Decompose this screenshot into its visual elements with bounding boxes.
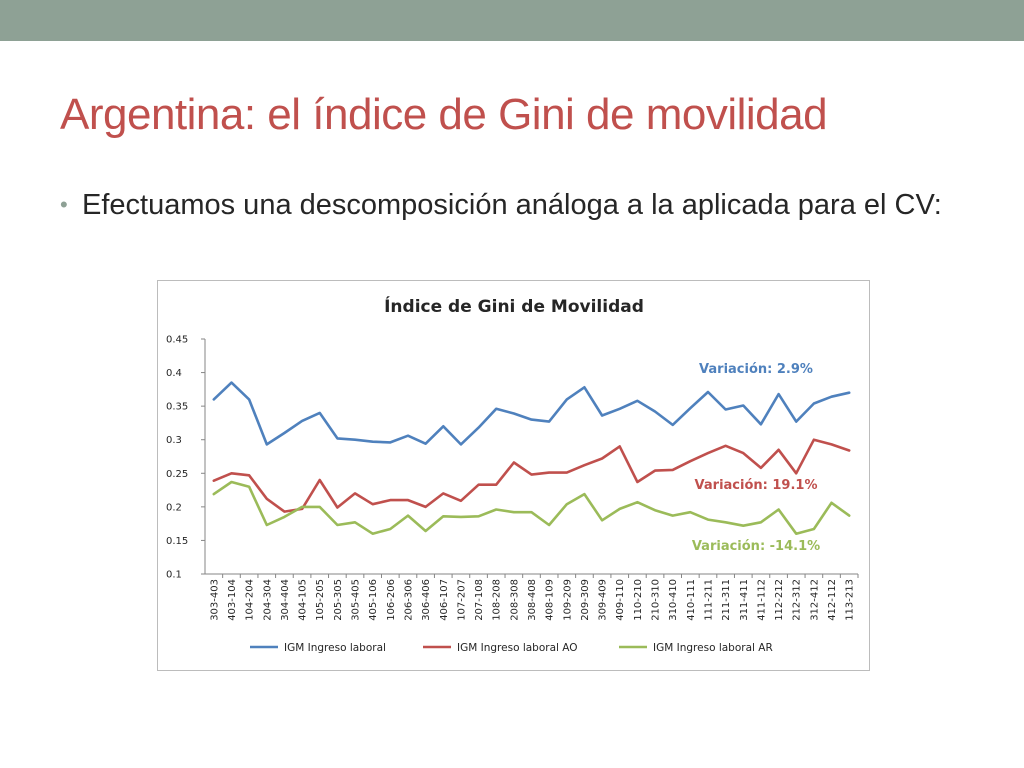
x-tick-label: 409-110 [615,579,626,621]
y-tick-label: 0.3 [166,435,182,446]
x-tick-label: 406-107 [439,579,450,621]
chart-frame: Índice de Gini de Movilidad 0.45 0.4 0.35 0… [157,280,870,671]
x-tick-label: 110-210 [633,579,644,621]
variation-annotation: Variación: -14.1% [692,539,820,554]
series-line-0 [212,381,851,446]
x-tick-label: 403-104 [227,579,238,621]
legend-label: IGM Ingreso laboral AR [653,642,773,654]
x-tick-label: 105-205 [315,579,326,621]
x-tick-label: 404-105 [298,579,309,621]
x-tick-label: 312-412 [809,579,820,621]
x-tick-label: 309-409 [598,579,609,621]
annotation-group: Variación: 2.9% Variación: 19.1% Variación… [692,362,820,554]
y-tick-label: 0.2 [166,502,182,513]
y-tick-label: 0.1 [166,570,182,581]
x-tick-label: 310-410 [668,579,679,621]
y-tick-label: 0.15 [166,536,188,547]
x-tick-label: 206-306 [403,579,414,621]
legend-label: IGM Ingreso laboral AO [457,642,578,654]
top-accent-bar [0,0,1024,41]
axis-group: 0.45 0.4 0.35 0.3 0.25 0.2 0.15 0.1 303-403 403-1… [166,335,859,621]
x-tick-label: 411-112 [756,579,767,621]
chart-title: Índice de Gini de Movilidad [384,295,644,317]
series-line-1 [212,438,851,513]
x-tick-label: 205-305 [333,579,344,621]
x-tick-label: 107-207 [456,579,467,621]
x-tick-label: 111-211 [703,579,714,621]
x-tick-label: 104-204 [245,579,256,621]
x-tick-label: 412-112 [827,579,838,621]
y-tick-label: 0.4 [166,368,182,379]
x-tick-label: 408-109 [545,579,556,621]
x-tick-label: 207-108 [474,579,485,621]
x-tick-label: 211-311 [721,579,732,621]
x-tick-label: 209-309 [580,579,591,621]
x-tick-label: 305-405 [351,579,362,621]
y-tick-label: 0.25 [166,469,188,480]
x-tick-label: 109-209 [562,579,573,621]
variation-annotation: Variación: 19.1% [695,478,818,493]
y-tick-label: 0.35 [166,402,188,413]
bullet-dot-icon: • [60,192,68,217]
legend: IGM Ingreso laboral IGM Ingreso laboral A… [250,642,773,654]
x-tick-label: 405-106 [368,579,379,621]
legend-label: IGM Ingreso laboral [284,642,386,654]
x-tick-label: 113-213 [845,579,856,621]
slide-title: Argentina: el índice de Gini de movilida… [60,90,828,139]
variation-annotation: Variación: 2.9% [699,362,813,377]
series-line-2 [212,480,851,535]
x-tick-label: 204-304 [262,579,273,621]
x-tick-label: 208-308 [509,579,520,621]
x-tick-label: 303-403 [209,579,220,621]
gini-mobility-chart: Índice de Gini de Movilidad 0.450.40.350… [166,295,859,654]
x-tick-label: 112-212 [774,579,785,621]
x-tick-label: 410-111 [686,579,697,621]
bullet-text: Efectuamos una descomposición análoga a … [82,189,942,221]
y-tick-label: 0.45 [166,335,188,346]
x-tick-label: 106-206 [386,579,397,621]
series-group [212,381,851,535]
x-tick-label: 108-208 [492,579,503,621]
x-tick-label: 304-404 [280,579,291,621]
x-tick-label: 308-408 [527,579,538,621]
x-tick-label: 311-411 [739,579,750,621]
x-tick-label: 210-310 [651,579,662,621]
bullet-item: • Efectuamos una descomposición análoga … [60,188,960,222]
x-tick-label: 306-406 [421,579,432,621]
x-tick-label: 212-312 [792,579,803,621]
